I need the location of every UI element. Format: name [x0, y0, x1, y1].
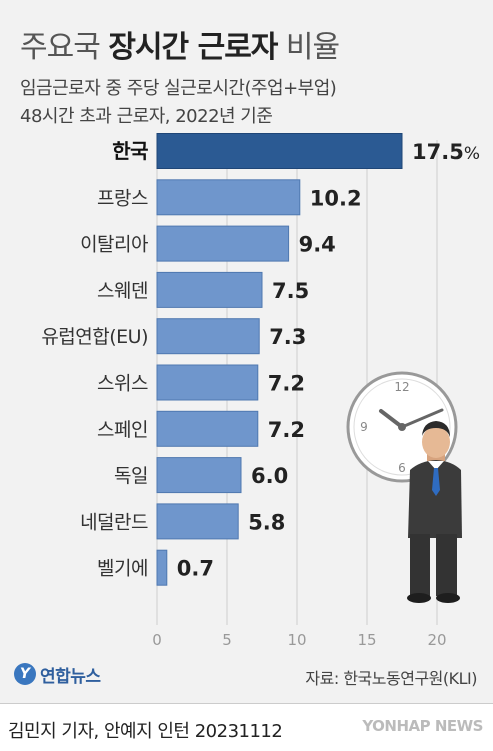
value-number: 7.5	[272, 279, 309, 303]
title-pre: 주요국	[20, 30, 109, 65]
watermark: YONHAP NEWS	[362, 717, 483, 735]
value-number: 7.2	[268, 418, 305, 442]
value-number: 9.4	[299, 233, 336, 257]
category-label: 프랑스	[97, 187, 148, 209]
x-tick-label: 15	[357, 631, 376, 649]
x-tick-label: 20	[427, 631, 446, 649]
source-note: 자료: 한국노동연구원(KLI)	[305, 669, 477, 688]
yonhap-logo-mark: Y	[14, 663, 36, 685]
bar	[156, 503, 239, 540]
value-label: 7.2	[268, 418, 305, 442]
value-number: 10.2	[310, 186, 362, 210]
subtitle-line1: 임금근로자 중 주당 실근로시간(주업+부업)	[20, 78, 337, 99]
clock-number-9: 9	[360, 420, 368, 434]
category-label: 이탈리아	[80, 234, 148, 256]
value-number: 6.0	[251, 464, 288, 488]
category-label: 스위스	[97, 373, 148, 395]
value-number: 17.5	[412, 140, 464, 164]
title-bold: 장시간 근로자	[108, 30, 278, 65]
title-post: 비율	[277, 30, 340, 65]
bars	[156, 133, 403, 586]
footer: 김민지 기자, 안예지 인턴 20231112 YONHAP NEWS	[0, 703, 493, 751]
clock-number-6: 6	[398, 461, 406, 475]
businessman-icon	[407, 421, 462, 603]
value-label: 5.8	[248, 510, 285, 534]
category-label: 스웨덴	[97, 280, 148, 302]
value-label: 17.5%	[412, 140, 480, 164]
yonhap-logo-text: 연합뉴스	[40, 666, 101, 687]
bar	[156, 457, 242, 494]
yonhap-logo: Y 연합뉴스	[14, 662, 101, 687]
clock-number-12: 12	[394, 380, 409, 394]
value-number: 5.8	[248, 510, 285, 534]
x-tick-label: 5	[222, 631, 232, 649]
value-labels: 17.5% 10.2 9.4 7.5 7.3 7.2 7.2 6.0 5.8 0.7	[177, 140, 480, 581]
bar	[156, 133, 403, 169]
value-label: 10.2	[310, 186, 362, 210]
x-tick-label: 10	[287, 631, 306, 649]
bar	[156, 225, 290, 262]
value-label: 7.2	[268, 372, 305, 396]
category-label: 스페인	[97, 419, 148, 441]
bar	[156, 364, 259, 401]
category-label: 벨기에	[97, 558, 148, 580]
value-label: 7.3	[269, 325, 306, 349]
bar	[156, 318, 260, 355]
x-axis-ticks: 0 5 10 15 20	[152, 631, 446, 649]
illustration: 12 3 6 9	[346, 371, 462, 603]
category-label: 네덜란드	[80, 511, 148, 533]
bar	[156, 410, 259, 447]
value-number: 0.7	[177, 557, 214, 581]
bar	[156, 179, 301, 216]
category-label: 한국	[112, 139, 148, 163]
x-tick-label: 0	[152, 631, 162, 649]
subtitle-line2: 48시간 초과 근로자, 2022년 기준	[20, 106, 273, 127]
value-unit: %	[464, 144, 480, 164]
value-label: 9.4	[299, 233, 336, 257]
value-label: 0.7	[177, 557, 214, 581]
value-label: 6.0	[251, 464, 288, 488]
category-label: 유럽연합(EU)	[41, 326, 148, 348]
page-title: 주요국 장시간 근로자 비율	[20, 22, 340, 66]
value-number: 7.3	[269, 325, 306, 349]
byline: 김민지 기자, 안예지 인턴 20231112	[8, 721, 283, 742]
category-label: 독일	[114, 465, 148, 487]
bar	[156, 549, 168, 586]
bar	[156, 271, 263, 308]
value-number: 7.2	[268, 372, 305, 396]
value-label: 7.5	[272, 279, 309, 303]
